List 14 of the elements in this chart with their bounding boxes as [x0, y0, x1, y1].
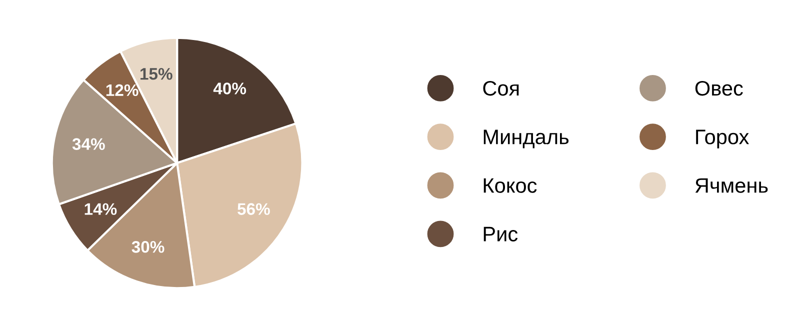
- data-label: 34%: [72, 138, 105, 150]
- data-label: 56%: [238, 203, 270, 215]
- legend-label: Овес: [695, 80, 743, 96]
- data-label: 12%: [106, 84, 138, 96]
- legend-label: Рис: [484, 226, 518, 242]
- legend-label: Горох: [696, 130, 749, 148]
- data-label: 30%: [132, 240, 164, 253]
- legend-label: Ячмень: [695, 178, 768, 193]
- data-label: 14%: [84, 203, 117, 215]
- legend-label: Кокос: [484, 178, 537, 193]
- data-label: 15%: [140, 68, 172, 80]
- legend-label: Миндаль: [484, 130, 569, 148]
- legend-label: Соя: [483, 80, 519, 96]
- data-label: 40%: [213, 82, 246, 94]
